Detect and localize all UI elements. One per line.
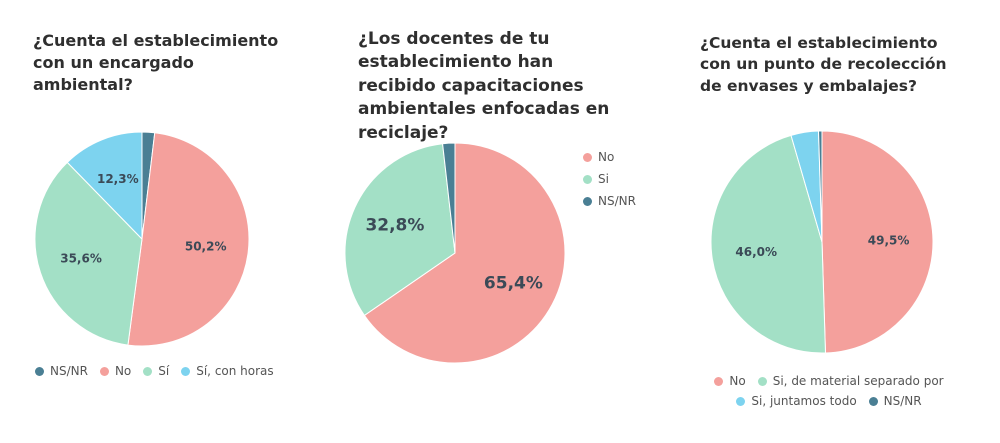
value-label: 32,8% xyxy=(365,216,424,236)
legend: No Si, de material separado por Si, juntam… xyxy=(705,374,965,408)
legend-swatch xyxy=(714,376,724,386)
chart-title: ¿Cuenta el establecimiento con un encarg… xyxy=(33,31,279,95)
legend-item: Sí, con horas xyxy=(181,364,274,378)
legend-label: Si, de material separado por xyxy=(772,374,944,388)
legend-item: Si xyxy=(583,172,636,186)
legend-swatch xyxy=(143,366,153,376)
pie-slice xyxy=(442,142,456,254)
legend-item: Si, de material separado por xyxy=(757,374,944,388)
legend-label: NS/NR xyxy=(598,194,636,208)
legend-label: Si, juntamos todo xyxy=(751,394,857,408)
legend-swatch xyxy=(35,366,44,376)
value-label: 65,4% xyxy=(484,274,543,294)
chart-title: ¿Cuenta el establecimiento con un punto … xyxy=(700,34,947,95)
legend-label: No xyxy=(729,374,746,388)
chart-title: ¿Los docentes de tu establecimiento han … xyxy=(358,29,610,143)
legend-swatch xyxy=(181,366,191,376)
legend-item: Si, juntamos todo xyxy=(736,394,857,408)
value-label: 46,0% xyxy=(735,245,777,259)
pie-slice xyxy=(817,130,823,243)
legend-label: No xyxy=(598,150,615,164)
legend-swatch xyxy=(99,366,109,376)
legend: No Si NS/NR xyxy=(583,150,648,208)
legend-swatch xyxy=(757,376,767,386)
legend-item: NS/NR xyxy=(868,394,922,408)
legend-label: Si xyxy=(598,172,609,186)
value-label: 12,3% xyxy=(97,172,139,186)
pie-slice xyxy=(127,132,250,347)
legend-label: Sí xyxy=(158,364,170,378)
legend-swatch xyxy=(583,196,592,206)
legend-item: NS/NR xyxy=(35,364,88,378)
legend-label: NS/NR xyxy=(50,364,88,378)
legend-label: No xyxy=(114,364,132,378)
legend-swatch xyxy=(583,152,592,162)
legend-swatch xyxy=(868,396,878,406)
pie-slice xyxy=(710,134,827,354)
value-label: 35,6% xyxy=(60,252,102,266)
legend-label: Sí, con horas xyxy=(196,364,274,378)
value-label: 50,2% xyxy=(185,240,227,254)
pie-slice xyxy=(363,142,566,364)
pie-slice xyxy=(821,130,934,354)
pie-slice xyxy=(34,161,143,346)
legend-item: No xyxy=(583,150,636,164)
legend-item: NS/NR xyxy=(583,194,636,208)
pie-slice xyxy=(344,143,456,317)
pie-slice xyxy=(66,131,143,241)
legend: NS/NR No Sí Sí, con horas xyxy=(35,364,286,378)
legend-item: No xyxy=(714,374,746,388)
legend-item: Sí xyxy=(143,364,169,378)
legend-swatch xyxy=(583,174,592,184)
legend-swatch xyxy=(736,396,746,406)
legend-item: No xyxy=(99,364,132,378)
legend-label: NS/NR xyxy=(883,394,922,408)
value-label: 49,5% xyxy=(868,233,910,247)
